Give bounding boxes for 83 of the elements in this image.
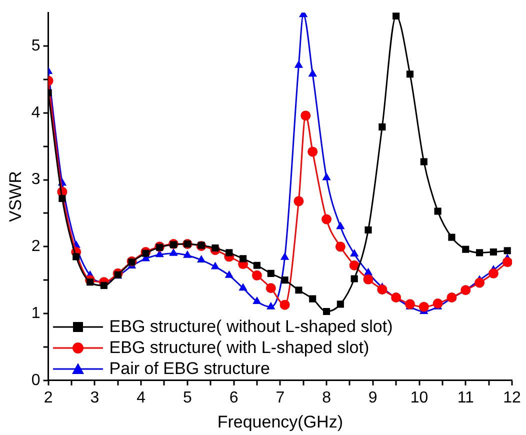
point	[252, 270, 262, 280]
point	[364, 226, 372, 234]
point	[349, 260, 360, 270]
x-tick-label: 6	[229, 389, 238, 406]
point	[280, 300, 290, 310]
point	[224, 270, 234, 278]
y-tick-label: 5	[31, 37, 40, 54]
x-tick-label: 11	[457, 389, 474, 406]
y-axis-title: VSWR	[6, 171, 25, 222]
point	[100, 282, 108, 289]
point	[336, 222, 345, 230]
legend-label: EBG structure( without L-shaped slot)	[109, 316, 393, 338]
point	[350, 249, 359, 257]
point	[434, 208, 442, 215]
point	[335, 242, 346, 252]
point	[502, 257, 512, 268]
point	[363, 274, 374, 284]
point	[266, 283, 276, 294]
x-tick-label: 9	[368, 389, 378, 406]
point	[462, 246, 470, 253]
point	[72, 253, 80, 260]
point	[460, 285, 471, 296]
x-tick-label: 7	[276, 389, 285, 406]
x-tick-label: 2	[44, 389, 53, 406]
y-tick-label: 1	[31, 304, 40, 322]
point	[226, 249, 233, 256]
point	[281, 276, 288, 284]
point	[322, 214, 332, 224]
point	[300, 110, 311, 121]
point	[404, 299, 415, 310]
point	[474, 278, 485, 288]
point	[210, 262, 220, 270]
point	[432, 298, 443, 308]
x-axis-title: Frequency(GHz)	[217, 412, 343, 432]
point	[336, 300, 344, 308]
x-tick-label: 3	[90, 389, 100, 406]
x-tick-label: 12	[503, 389, 521, 406]
point	[86, 278, 94, 286]
y-tick-label: 0	[31, 372, 40, 389]
legend-label: Pair of EBG structure	[109, 358, 270, 380]
point	[212, 244, 219, 252]
x-tick-label: 4	[136, 389, 146, 406]
point	[266, 302, 276, 310]
point	[309, 295, 316, 302]
point	[170, 241, 178, 248]
point	[308, 69, 317, 77]
point	[448, 234, 456, 241]
point	[58, 194, 66, 202]
point	[504, 247, 511, 254]
point	[142, 250, 150, 257]
x-tick-label: 5	[182, 389, 192, 406]
point	[377, 284, 388, 294]
point	[378, 123, 386, 130]
x-tick-label: 10	[410, 389, 428, 406]
point	[488, 268, 498, 278]
legend-label: EBG structure( with L-shaped slot)	[109, 337, 370, 358]
point	[476, 249, 484, 256]
y-tick-label: 4	[31, 104, 40, 122]
point	[490, 248, 497, 256]
point	[406, 70, 414, 78]
point	[128, 258, 136, 266]
point	[196, 255, 206, 263]
point	[350, 275, 358, 282]
point	[322, 172, 331, 180]
y-tick-label: 3	[31, 171, 40, 188]
point	[392, 12, 400, 20]
point	[169, 248, 178, 256]
point	[183, 250, 192, 258]
point	[252, 296, 262, 304]
x-tick-label: 8	[322, 389, 332, 406]
point	[238, 283, 248, 291]
point	[240, 255, 247, 262]
point	[253, 262, 260, 269]
point	[294, 196, 304, 206]
point	[322, 308, 330, 316]
y-tick-label: 2	[31, 238, 40, 256]
point	[295, 286, 302, 294]
point	[308, 146, 318, 157]
point	[418, 302, 429, 312]
point	[280, 252, 290, 260]
point	[420, 158, 428, 166]
point	[294, 60, 304, 68]
point	[267, 270, 274, 277]
